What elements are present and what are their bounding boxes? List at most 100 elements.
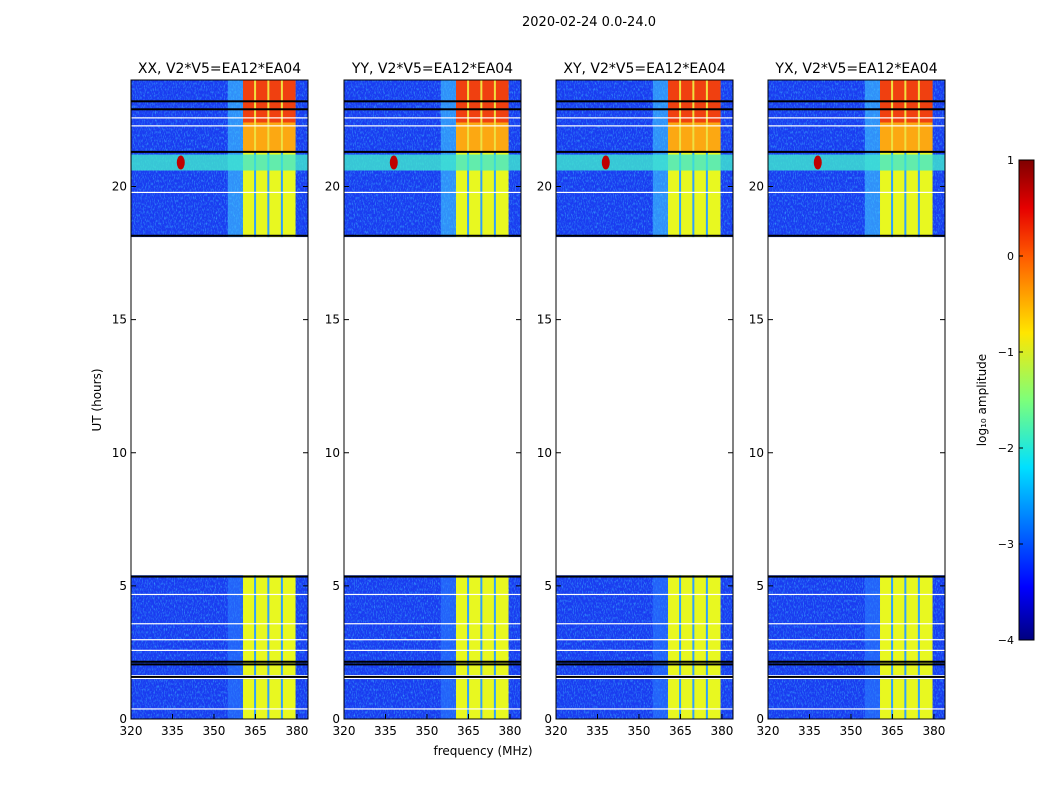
flagged-row [768, 708, 945, 710]
subchannel-gap [254, 80, 257, 152]
flagged-gap [344, 663, 521, 666]
flagged-gap [131, 575, 308, 578]
y-tick-label: 0 [756, 712, 764, 726]
y-tick-label: 5 [332, 579, 340, 593]
y-tick-label: 0 [332, 712, 340, 726]
colorbar-tick-label: −1 [998, 346, 1014, 359]
flagged-gap [556, 675, 733, 678]
y-tick-label: 10 [537, 446, 552, 460]
y-tick-label: 10 [749, 446, 764, 460]
flagged-row [131, 117, 308, 119]
rfi-line [131, 154, 308, 171]
panel-yx: YX, V2*V5=EA12*EA04 320 335 350 365 380 0 5 10 15… [749, 61, 946, 738]
flagged-gap [556, 234, 733, 237]
band-edge-haze [227, 575, 244, 676]
flagged-gap [344, 150, 521, 153]
flagged-gap [556, 100, 733, 103]
subchannel-gap [891, 679, 894, 719]
subchannel-gap [267, 80, 270, 152]
x-tick-label: 350 [628, 724, 651, 738]
y-tick-label: 5 [544, 579, 552, 593]
y-tick-label: 15 [749, 313, 764, 327]
y-axis-label: UT (hours) [90, 368, 104, 431]
subchannel-gap [904, 575, 907, 676]
panel-yy: YY, V2*V5=EA12*EA04 320 335 350 365 380 0 5 10 15… [325, 61, 522, 738]
x-tick-label: 365 [457, 724, 480, 738]
flagged-row [556, 117, 733, 119]
flagged-row [556, 639, 733, 641]
flagged-row [556, 191, 733, 194]
subchannel-gap [904, 80, 907, 152]
colorbar-tick-label: −4 [998, 634, 1014, 647]
flagged-row [131, 191, 308, 194]
flagged-gap [344, 100, 521, 103]
y-tick-label: 0 [544, 712, 552, 726]
y-tick-label: 20 [749, 180, 764, 194]
subchannel-gap [480, 575, 483, 676]
panel-title: XX, V2*V5=EA12*EA04 [138, 61, 301, 77]
subchannel-gap [480, 679, 483, 719]
subchannel-gap [254, 679, 257, 719]
colorbar: −4 −3 −2 −1 0 1 log₁₀ amplitude [975, 154, 1035, 647]
subchannel-gap [467, 80, 470, 152]
subchannel-gap [917, 80, 920, 152]
flagged-row [344, 125, 521, 127]
flagged-row [768, 191, 945, 194]
flagged-row [556, 623, 733, 625]
x-tick-label: 350 [416, 724, 439, 738]
panel-frame [343, 79, 522, 720]
y-tick-label: 15 [537, 313, 552, 327]
x-axis-label: frequency (MHz) [433, 744, 532, 758]
subchannel-gap [467, 679, 470, 719]
flagged-gap [768, 575, 945, 578]
flagged-gap [344, 108, 521, 111]
band-edge-haze [440, 679, 457, 719]
subchannel-gap [917, 679, 920, 719]
y-tick-label: 5 [119, 579, 127, 593]
flagged-gap [344, 234, 521, 237]
subchannel-gap [705, 679, 708, 719]
x-tick-label: 365 [881, 724, 904, 738]
subchannel-gap [280, 80, 283, 152]
colorbar-label: log₁₀ amplitude [975, 354, 989, 446]
rfi-peak [601, 155, 610, 170]
flagged-gap [131, 108, 308, 111]
rfi-line [556, 154, 733, 171]
flagged-row [556, 708, 733, 710]
panel-title: XY, V2*V5=EA12*EA04 [563, 61, 725, 77]
x-tick-label: 380 [922, 724, 945, 738]
subchannel-gap [692, 80, 695, 152]
subchannel-gap [679, 679, 682, 719]
flagged-row [131, 593, 308, 596]
y-tick-label: 20 [112, 180, 127, 194]
flagged-gap [556, 660, 733, 663]
rfi-line [768, 154, 945, 171]
flagged-row [131, 125, 308, 127]
y-tick-label: 0 [119, 712, 127, 726]
flagged-row [344, 623, 521, 625]
flagged-gap [768, 663, 945, 666]
flagged-row [768, 639, 945, 641]
y-tick-label: 5 [756, 579, 764, 593]
flagged-row [344, 191, 521, 194]
y-tick-label: 20 [325, 180, 340, 194]
subchannel-gap [679, 575, 682, 676]
y-tick-label: 20 [537, 180, 552, 194]
y-tick-label: 15 [112, 313, 127, 327]
x-tick-label: 365 [244, 724, 267, 738]
band-edge-haze [652, 575, 669, 676]
flagged-gap [131, 100, 308, 103]
flagged-row [556, 593, 733, 596]
x-tick-label: 335 [374, 724, 397, 738]
flagged-gap [131, 150, 308, 153]
subchannel-gap [493, 575, 496, 676]
subchannel-gap [267, 575, 270, 676]
flagged-row [131, 623, 308, 625]
x-tick-label: 380 [498, 724, 521, 738]
y-tick-label: 15 [325, 313, 340, 327]
y-tick-label: 10 [112, 446, 127, 460]
flagged-gap [344, 660, 521, 663]
panel-xy: XY, V2*V5=EA12*EA04 320 335 350 365 380 0 5 10 15… [537, 61, 734, 738]
colorbar-gradient [1018, 159, 1035, 641]
subchannel-gap [679, 80, 682, 152]
